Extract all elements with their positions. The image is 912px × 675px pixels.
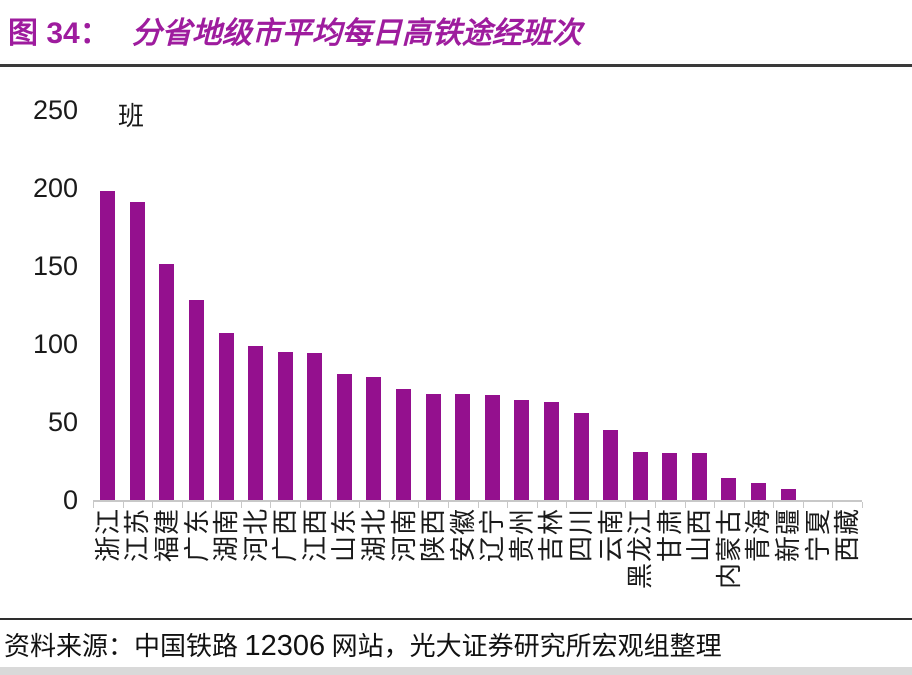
x-axis-label-西藏: 西藏: [832, 508, 863, 563]
x-axis-label-山西: 山西: [684, 508, 715, 563]
bar-河南: [396, 389, 412, 500]
bar-贵州: [514, 400, 530, 500]
bar-chart: 班 0 50 100 150 200 250 浙江 江苏 福建 广东 湖南 河北 广西 江西 山东 湖北 河南陕…: [32, 95, 863, 590]
x-axis-tick: [743, 502, 745, 508]
bar-河北: [248, 346, 264, 500]
x-axis-tick: [625, 502, 627, 508]
x-axis-tick: [654, 502, 656, 508]
x-axis-tick: [152, 502, 154, 508]
y-axis-tick-label: 100: [32, 329, 78, 359]
y-axis-tick-label: 250: [32, 95, 78, 125]
bar-甘肃: [662, 453, 678, 500]
source-number-text: 12306: [244, 630, 326, 662]
source-suffix-text: 网站，光大证券研究所宏观组整理: [325, 632, 722, 661]
x-axis-tick: [447, 502, 449, 508]
bar-江苏: [129, 202, 145, 500]
x-axis-tick: [536, 502, 538, 508]
x-axis-tick: [684, 502, 686, 508]
figure-title: 分省地级市平均每日高铁途经班次: [131, 17, 582, 50]
bar-广东: [189, 300, 205, 500]
source-note: 资料来源：中国铁路 12306 网站，光大证券研究所宏观组整理: [4, 626, 908, 666]
source-prefix-text: 资料来源：中国铁路: [4, 632, 245, 661]
bar-云南: [603, 430, 619, 500]
x-axis-tick: [329, 502, 331, 508]
x-axis-tick: [802, 502, 804, 508]
bar-江西: [307, 353, 323, 500]
bar-湖南: [218, 333, 234, 500]
x-axis-label-山东: 山东: [329, 508, 360, 563]
bar-湖北: [366, 377, 382, 500]
y-axis-tick-label: 150: [32, 251, 78, 281]
x-axis-tick: [270, 502, 272, 508]
x-axis-tick: [388, 502, 390, 508]
footer-divider: [0, 618, 912, 620]
figure-header: 图 34： 分省地级市平均每日高铁途经班次: [8, 8, 904, 54]
x-axis-label-宁夏: 宁夏: [802, 508, 833, 563]
x-axis-label-江西: 江西: [299, 508, 330, 563]
bar-吉林: [543, 402, 559, 500]
header-divider: [0, 64, 912, 67]
bar-山西: [691, 453, 707, 500]
x-axis-tick: [300, 502, 302, 508]
x-axis-label-内蒙古: 内蒙古: [713, 508, 744, 590]
x-axis-label-辽宁: 辽宁: [477, 508, 508, 563]
bar-浙江: [100, 191, 116, 500]
y-axis-unit-label: 班: [118, 101, 145, 131]
x-axis-tick: [832, 502, 834, 508]
bar-青海: [750, 483, 766, 500]
x-axis-tick: [507, 502, 509, 508]
x-axis-label-陕西: 陕西: [418, 508, 449, 563]
figure-number-label: 图 34：: [8, 17, 110, 50]
bar-辽宁: [484, 395, 500, 500]
x-axis-label-湖北: 湖北: [358, 508, 389, 563]
x-axis-tick: [211, 502, 213, 508]
x-axis-tick: [714, 502, 716, 508]
x-axis-label-广东: 广东: [181, 508, 212, 563]
y-axis-tick-label: 200: [32, 173, 78, 203]
x-axis-tick: [418, 502, 420, 508]
y-axis-tick-label: 0: [62, 485, 78, 515]
x-axis-label-福建: 福建: [151, 508, 182, 563]
x-axis-tick: [240, 502, 242, 508]
y-axis-tick-label: 50: [47, 407, 78, 437]
bar-四川: [573, 413, 589, 500]
x-axis-label-广西: 广西: [270, 508, 301, 563]
x-axis-tick: [566, 502, 568, 508]
x-axis-tick: [359, 502, 361, 508]
x-axis-label-河南: 河南: [388, 508, 419, 563]
bar-内蒙古: [721, 478, 737, 500]
bar-新疆: [780, 489, 796, 500]
x-axis-tick: [93, 502, 94, 508]
x-axis-label-河北: 河北: [240, 508, 271, 563]
x-axis-label-青海: 青海: [743, 508, 774, 563]
bar-广西: [277, 352, 293, 500]
x-axis-label-浙江: 浙江: [92, 508, 123, 563]
x-axis-label-贵州: 贵州: [506, 508, 537, 563]
bar-安徽: [455, 394, 471, 500]
x-axis-tick: [595, 502, 597, 508]
x-axis-tick: [773, 502, 775, 508]
x-axis-tick: [122, 502, 124, 508]
x-axis-tick: [862, 502, 863, 508]
page-bottom-strip: [0, 667, 912, 675]
bar-山东: [336, 374, 352, 500]
x-axis-tick: [477, 502, 479, 508]
bar-福建: [159, 264, 175, 500]
x-axis-label-安徽: 安徽: [447, 508, 478, 563]
bar-黑龙江: [632, 452, 648, 500]
x-axis-label-黑龙江: 黑龙江: [625, 508, 656, 590]
bar-陕西: [425, 394, 441, 500]
x-axis-label-吉林: 吉林: [536, 508, 567, 563]
x-axis-label-江苏: 江苏: [122, 508, 153, 563]
x-axis-tick: [181, 502, 183, 508]
x-axis-label-新疆: 新疆: [773, 508, 804, 563]
x-axis-label-四川: 四川: [566, 508, 597, 563]
x-axis-label-云南: 云南: [595, 508, 626, 563]
x-axis-line: [93, 500, 862, 502]
x-axis-label-湖南: 湖南: [211, 508, 242, 563]
x-axis-label-甘肃: 甘肃: [654, 508, 685, 563]
